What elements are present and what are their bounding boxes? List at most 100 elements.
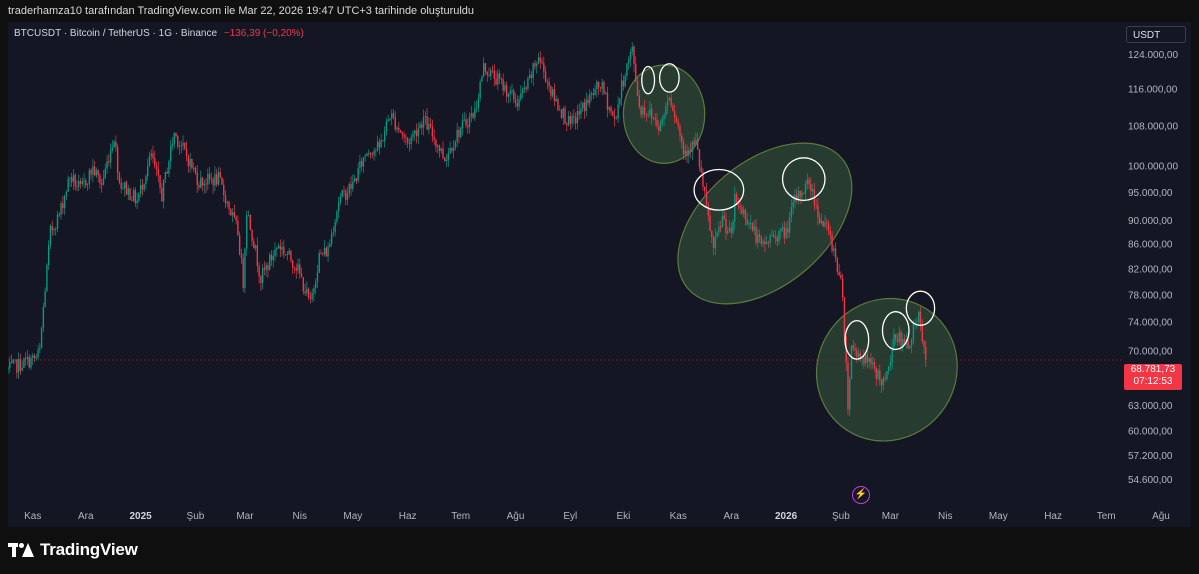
candle (454, 139, 457, 151)
candle (230, 208, 232, 217)
candle (401, 131, 404, 140)
x-tick-label: May (989, 511, 1008, 522)
candle (624, 72, 626, 88)
tradingview-logo[interactable]: TradingView (8, 540, 138, 560)
candle (150, 149, 152, 161)
candle (375, 148, 377, 157)
candle (619, 97, 621, 108)
candle (231, 207, 234, 223)
x-tick-label: Ağu (507, 511, 525, 522)
candle (695, 132, 697, 146)
candle (799, 190, 801, 205)
candle (567, 111, 570, 127)
candle (263, 261, 266, 276)
candle (497, 68, 499, 91)
candle (228, 200, 230, 215)
candle (81, 177, 83, 187)
candle (776, 234, 778, 247)
candle (237, 215, 239, 236)
candle (601, 78, 603, 96)
lightning-icon[interactable]: ⚡ (852, 486, 870, 504)
candle (35, 353, 37, 361)
candle (569, 111, 572, 130)
candle (788, 211, 791, 239)
candle (893, 328, 895, 352)
candle (564, 105, 566, 125)
candle (854, 342, 856, 356)
candle (422, 109, 425, 136)
candle (175, 132, 177, 139)
candle (744, 208, 747, 226)
candle (672, 102, 674, 112)
candle (880, 378, 883, 394)
candle (790, 199, 793, 223)
candle (870, 352, 872, 370)
candle (295, 263, 297, 279)
candle (290, 250, 292, 264)
candle (774, 230, 777, 244)
candle (332, 226, 335, 237)
candle (474, 101, 476, 121)
candle (843, 296, 846, 341)
candle (394, 110, 396, 132)
candle (69, 176, 71, 187)
candle (124, 181, 126, 197)
candle (327, 242, 329, 262)
candle (210, 172, 213, 184)
candle (852, 340, 854, 352)
candle (265, 262, 267, 277)
candle (33, 353, 36, 362)
candle (93, 160, 96, 177)
candle (811, 184, 814, 198)
candle (376, 135, 379, 152)
candle (810, 177, 812, 199)
candle (548, 77, 550, 93)
candle (488, 67, 490, 78)
candle (359, 154, 361, 175)
candle (631, 42, 633, 56)
candle (65, 190, 68, 200)
candle (8, 365, 9, 375)
candle (369, 152, 372, 159)
candle (447, 147, 450, 167)
candle (131, 195, 133, 202)
candle (753, 220, 755, 235)
candle (666, 94, 669, 114)
candle (505, 81, 508, 103)
price-chart[interactable]: 124.000,00 116.000,00 108.000,00 100.000,00… (8, 22, 1191, 527)
candle (566, 122, 568, 132)
candle (162, 179, 165, 209)
attribution-bar: traderhamza10 tarafından TradingView.com… (0, 0, 1199, 22)
candle (435, 138, 437, 153)
candle (373, 147, 375, 161)
candle (208, 166, 211, 185)
candle (580, 100, 582, 119)
candle (767, 240, 770, 248)
candle (256, 237, 259, 273)
candle (320, 249, 322, 255)
candle (850, 344, 853, 380)
candle (428, 117, 430, 135)
candle (178, 141, 181, 155)
candle (560, 109, 563, 120)
candle (306, 281, 308, 297)
candle (918, 310, 920, 325)
candle (109, 143, 112, 169)
currency-button[interactable]: USDT (1126, 26, 1186, 43)
candle (748, 220, 750, 229)
y-tick-label: 95.000,00 (1128, 188, 1173, 199)
candle (387, 114, 389, 122)
candle (615, 115, 618, 120)
candle (260, 274, 262, 291)
candle (498, 69, 501, 85)
candle (541, 57, 543, 65)
symbol-info[interactable]: BTCUSDT · Bitcoin / TetherUS · 1G · Bina… (14, 28, 218, 39)
candle (180, 140, 183, 154)
candle (831, 231, 833, 254)
candle (127, 184, 129, 201)
candle (801, 190, 803, 204)
candle (836, 256, 839, 275)
candle (297, 258, 299, 274)
candle (838, 263, 840, 277)
candle (196, 165, 198, 193)
